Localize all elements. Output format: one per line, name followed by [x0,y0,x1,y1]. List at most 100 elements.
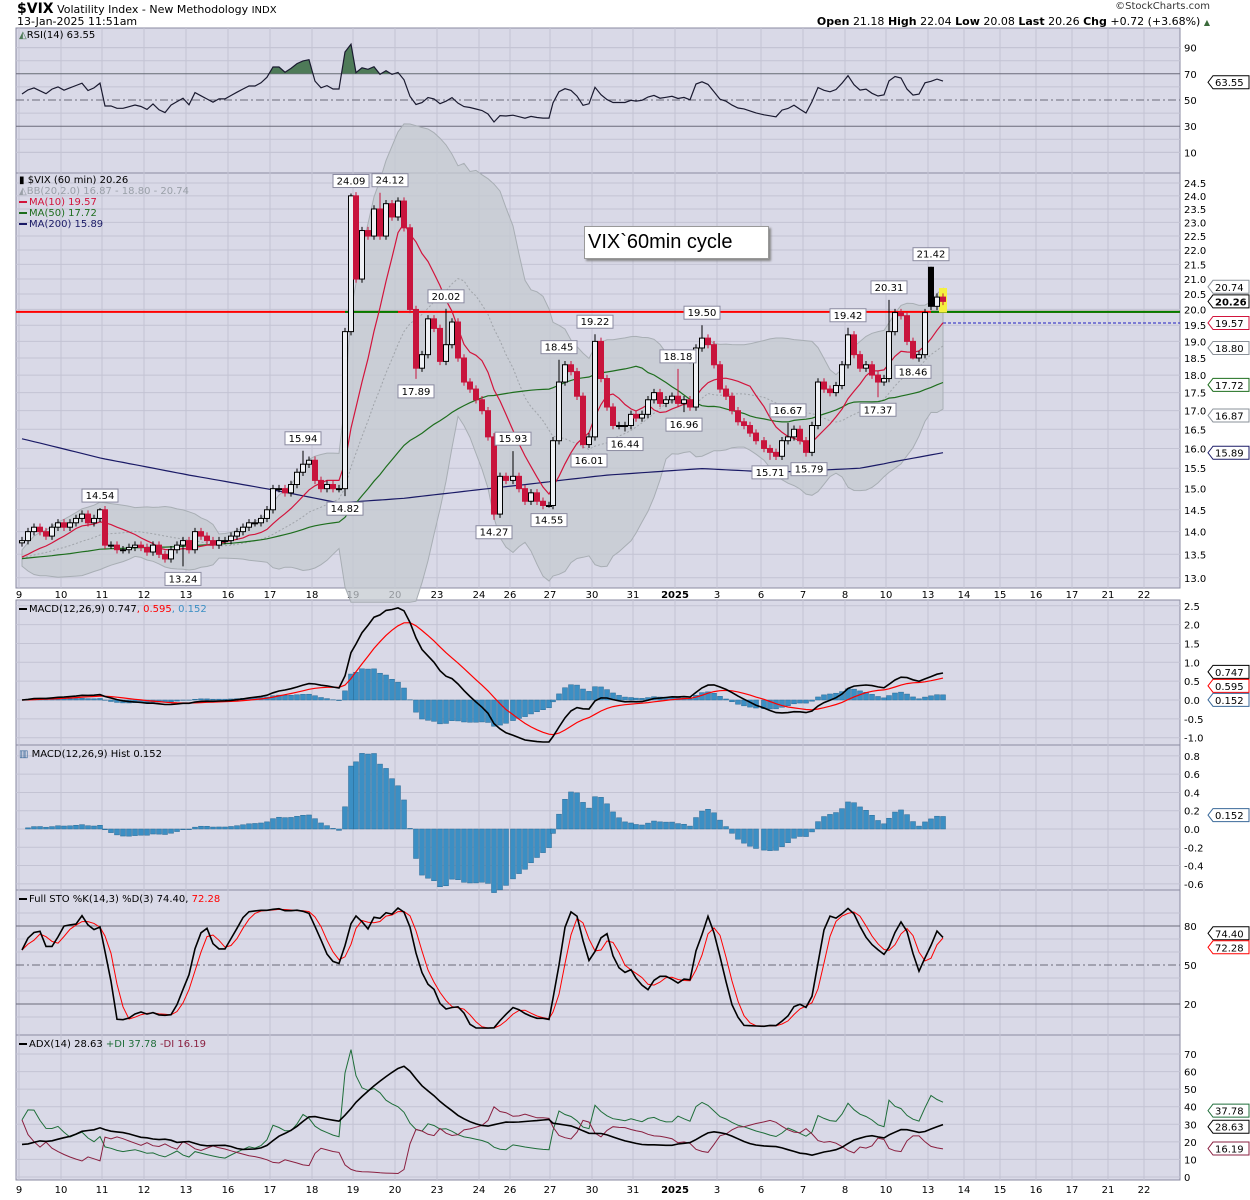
candle-body [741,421,747,427]
candle [586,433,592,449]
macd-hist-bar [210,826,216,830]
label-box [530,513,568,528]
macd-overlay-hist-bar [413,699,419,713]
candle-body [815,381,821,427]
candle-body [681,399,687,404]
date-axis-label: 10 [880,1185,893,1196]
candle [371,205,377,240]
macd-hist-bar [97,825,103,830]
macd-hist-bar [401,799,407,830]
macd-hist-bar [928,818,934,830]
candle-body [252,522,258,525]
axis-tick-label: 70 [1184,70,1197,81]
candle-body [389,203,395,218]
date-axis-label: 22 [1138,590,1151,601]
axis-tick-label: 50 [1184,1085,1197,1096]
label-text: 19.22 [581,317,610,328]
macd-hist-bar [546,828,552,848]
macd-overlay-hist-bar [300,694,306,701]
macd-overlay-hist-bar [276,694,282,701]
candle-body [455,321,461,359]
macd-hist-bar [258,822,264,830]
ma50-swatch [19,212,27,214]
value-tag-text: 0.152 [1215,811,1244,822]
candle-body [651,392,657,401]
macd-overlay-hist-bar [940,694,946,701]
macd-hist-bar [815,821,821,830]
date-axis-label: 14 [958,590,971,601]
date-axis-label: 7 [800,1185,806,1196]
candle-body [174,544,180,551]
price-legend: ▮ $VIX (60 min) 20.26 ◭BB(20,2.0) 16.87 … [19,175,189,230]
macd-overlay-hist-bar [431,699,437,722]
candle [79,510,85,523]
macd-hist-bar [383,768,389,830]
date-axis-label: 19 [347,1185,360,1196]
axis-tick-label: 13.0 [1184,574,1206,585]
macd-signal-legend: , 0.595 [136,604,172,615]
axis-tick-label: 18.5 [1184,354,1206,365]
candle-body [592,340,598,438]
candle-body [598,340,604,380]
symbol: $VIX [17,1,54,17]
value-tag-text: 20.74 [1215,283,1244,294]
macd-overlay-hist-bar [294,694,300,701]
candle [723,385,729,400]
candle-body [693,347,699,408]
macd-hist-bar [651,820,657,830]
macd-overlay-hist-bar [383,674,389,701]
macd-overlay-hist-bar [108,699,114,702]
candle-body [168,549,174,560]
label-box [494,431,532,446]
candle-body [735,410,741,423]
date-axis-label: 10 [55,1185,68,1196]
sto-legend: Full STO %K(14,3) %D(3) 74.40, 72.28 [19,894,220,905]
sto-k-line [21,906,944,1029]
macd-overlay-hist-bar [479,699,485,723]
candle [747,421,753,437]
value-tag-box [1207,678,1250,693]
triangle-up-icon: ▲ [1203,18,1210,27]
value-tag-text: 63.55 [1215,78,1244,89]
axis-tick-label: -0.4 [1184,862,1204,873]
macd-hist-bar [863,810,869,830]
candle-body [809,425,815,453]
candle [389,199,395,221]
macd-overlay-hist-bar [198,698,204,701]
macd-hist-bar [144,828,150,836]
candle [401,197,407,232]
candle [144,543,150,556]
candle-body [904,315,910,342]
candle [114,541,120,554]
candle-body [97,509,103,519]
date-axis-label: 3 [714,1185,720,1196]
macd-overlay-hist-bar [592,686,598,701]
candle-body [497,475,503,515]
candle-body [276,488,282,491]
axis-tick-label: 20 [1184,1138,1197,1149]
candle-body [120,549,126,552]
macd-hist-bar [556,813,562,830]
candle-body [79,513,85,519]
label-box [829,308,867,323]
candle [365,226,371,240]
candle-body [318,479,324,490]
macd-hist-bar [827,814,833,830]
macd-hist-bar [875,820,881,830]
candle-body [288,484,294,494]
value-tag-box [1207,1141,1250,1156]
macd-hist-bar [904,814,910,830]
candle-body [516,475,522,490]
label-text: 14.54 [86,491,115,502]
candle-body [610,406,616,427]
candle [729,392,735,415]
macd-hist-bar [270,818,276,830]
candle-body [330,484,336,490]
macd-hist-bar [845,801,851,830]
candle [174,541,180,554]
date-axis-label: 6 [758,590,764,601]
date-axis-label: 30 [586,590,599,601]
candle-body [240,526,246,533]
axis-tick-label: 22.5 [1184,232,1206,243]
candle-body [336,488,342,491]
